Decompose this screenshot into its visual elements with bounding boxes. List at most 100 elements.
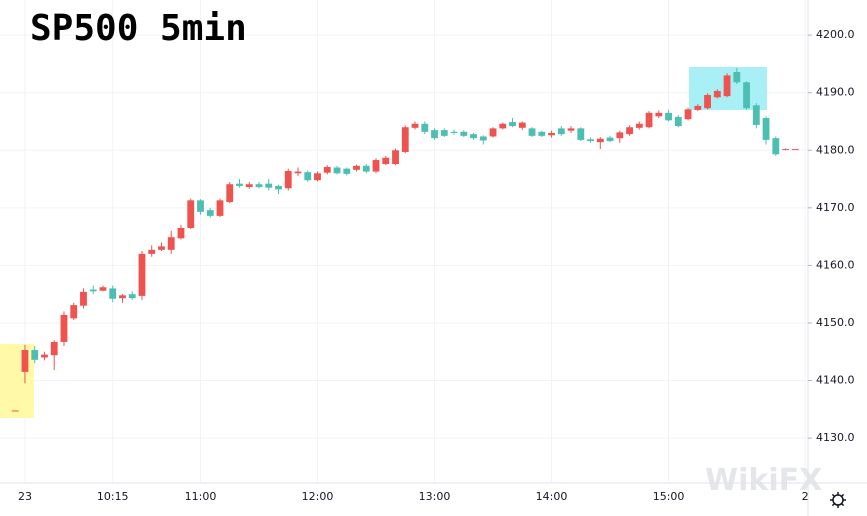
candle-body — [21, 350, 29, 372]
candle-body — [518, 122, 526, 128]
candle-body — [177, 227, 185, 239]
candle-body — [645, 112, 653, 128]
candle-body — [528, 128, 536, 136]
grid — [0, 0, 808, 483]
candle-body — [577, 128, 585, 140]
candle-body — [635, 123, 643, 128]
candle-body — [401, 127, 409, 152]
candle-body — [431, 130, 438, 139]
candle-body — [538, 131, 546, 136]
x-tick-label: 14:00 — [536, 490, 568, 503]
candle-body — [158, 246, 165, 250]
candle-body — [557, 128, 565, 135]
candle-body — [382, 157, 390, 165]
candle-body — [333, 167, 341, 174]
candle-body — [694, 105, 702, 110]
candle-body — [362, 165, 370, 172]
candle-body — [245, 184, 253, 188]
candle-body — [665, 112, 672, 121]
candle-body — [343, 168, 351, 174]
candle-body — [616, 132, 624, 139]
candle-body — [167, 237, 175, 250]
candle-body — [567, 128, 575, 131]
candle-body — [275, 185, 282, 190]
settings-icon[interactable] — [830, 492, 846, 508]
candle-body — [31, 350, 39, 360]
candle-body — [392, 150, 399, 165]
candle-body — [119, 295, 126, 299]
x-tick-label: 2 — [802, 490, 809, 503]
candle-body — [80, 291, 87, 306]
candle-body — [70, 305, 78, 319]
candle-body — [294, 171, 302, 174]
candle-body — [762, 118, 770, 140]
candle-body — [587, 139, 594, 142]
candle-body — [216, 200, 224, 216]
x-tick-label: 11:00 — [185, 490, 217, 503]
candle-body — [148, 249, 156, 254]
candle-body — [187, 200, 195, 228]
candle-body — [99, 287, 107, 291]
candle-body — [674, 116, 682, 127]
candle-body — [509, 122, 516, 127]
candle-body — [109, 288, 117, 299]
y-tick-label: 4190.0 — [816, 86, 855, 99]
candle-body — [206, 210, 214, 216]
candle-body — [782, 149, 789, 151]
candle-body — [41, 354, 48, 358]
candle-body — [138, 253, 146, 296]
candle-body — [606, 137, 614, 142]
candle-body — [421, 123, 429, 132]
y-tick-label: 4200.0 — [816, 28, 855, 41]
candle-body — [489, 128, 497, 137]
x-tick-label: 13:00 — [419, 490, 451, 503]
candle-body — [450, 131, 458, 133]
y-tick-label: 4180.0 — [816, 143, 855, 156]
candle-body — [548, 132, 555, 136]
candle-body — [265, 183, 273, 188]
candle-body — [772, 138, 780, 155]
chart-title: SP500 5min — [30, 8, 247, 49]
candle-body — [255, 184, 263, 188]
candle-body — [11, 410, 19, 412]
candle-body — [323, 166, 331, 173]
candle-body — [470, 134, 477, 139]
highlight-box — [0, 344, 34, 418]
candle-body — [197, 200, 204, 212]
y-tick-label: 4130.0 — [816, 431, 855, 444]
candle-body — [733, 71, 741, 83]
candle-body — [752, 105, 760, 125]
candle-body — [236, 183, 243, 186]
candle-body — [284, 170, 292, 189]
candle-body — [304, 172, 312, 181]
y-tick-label: 4160.0 — [816, 258, 855, 271]
candle-body — [704, 94, 711, 109]
candle-body — [440, 130, 448, 136]
watermark: WikiFX — [705, 463, 822, 498]
candles — [11, 67, 799, 412]
x-tick-label: 15:00 — [653, 490, 685, 503]
candle-body — [60, 314, 68, 342]
y-tick-label: 4150.0 — [816, 316, 855, 329]
x-tick-label: 12:00 — [302, 490, 334, 503]
candle-body — [743, 82, 750, 109]
candle-body — [128, 294, 136, 299]
y-tick-label: 4140.0 — [816, 374, 855, 387]
candle-body — [50, 341, 58, 356]
candle-body — [479, 136, 487, 141]
candle-body — [226, 184, 234, 203]
y-tick-label: 4170.0 — [816, 201, 855, 214]
candle-body — [596, 138, 604, 143]
x-tick-label: 23 — [18, 490, 32, 503]
candle-body — [372, 160, 380, 172]
candle-body — [499, 123, 507, 129]
candle-body — [626, 127, 633, 135]
candle-body — [655, 112, 663, 117]
candle-body — [713, 90, 721, 98]
candle-body — [314, 173, 321, 181]
candle-body — [89, 289, 97, 292]
candle-body — [723, 75, 731, 97]
candle-body — [353, 165, 360, 170]
candle-body — [460, 131, 468, 136]
